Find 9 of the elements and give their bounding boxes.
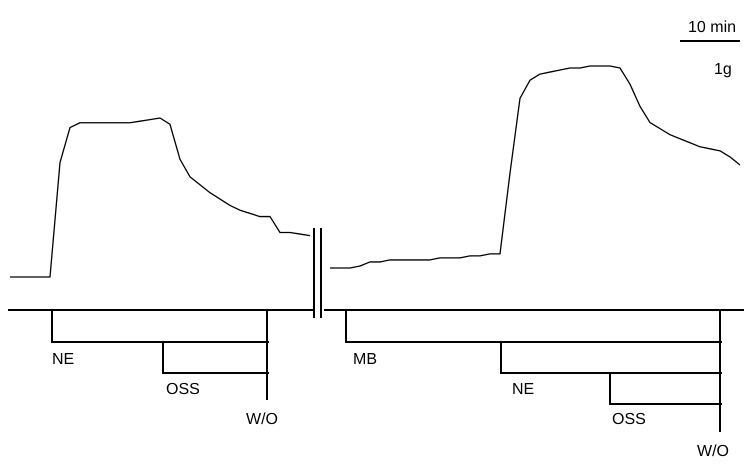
text: 10 min bbox=[688, 19, 736, 36]
text: OSS bbox=[612, 411, 646, 428]
annotation: 1g bbox=[714, 61, 732, 78]
text: OSS bbox=[166, 381, 200, 398]
text: NE bbox=[52, 351, 74, 368]
text: W/O bbox=[697, 443, 729, 460]
text: MB bbox=[353, 351, 377, 368]
text: NE bbox=[512, 381, 534, 398]
text: W/O bbox=[246, 411, 278, 428]
